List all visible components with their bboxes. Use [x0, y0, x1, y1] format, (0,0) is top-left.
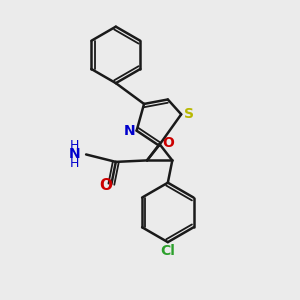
- Text: N: N: [69, 148, 81, 161]
- Text: N: N: [123, 124, 135, 138]
- Text: Cl: Cl: [160, 244, 175, 258]
- Text: O: O: [100, 178, 112, 193]
- Text: S: S: [184, 107, 194, 121]
- Text: O: O: [162, 136, 174, 150]
- Text: H: H: [70, 157, 80, 170]
- Text: H: H: [70, 139, 80, 152]
